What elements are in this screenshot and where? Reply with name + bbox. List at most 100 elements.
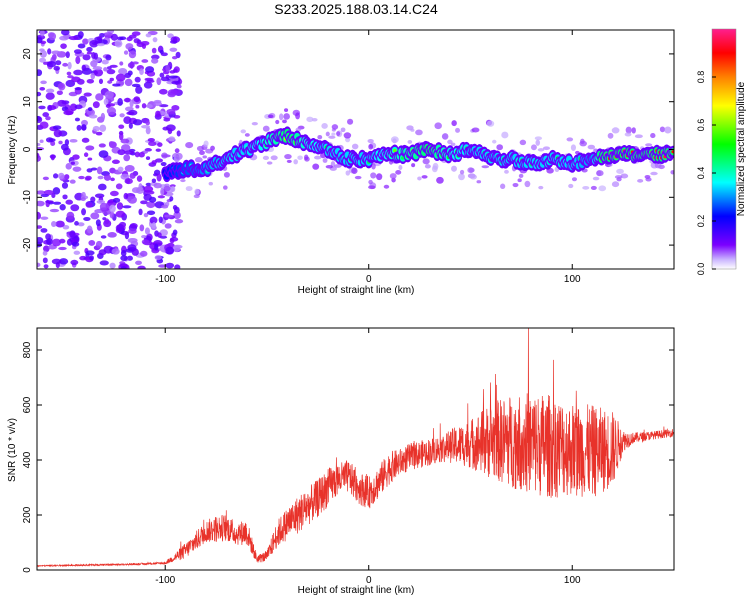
spectrogram-noise-blob	[370, 172, 377, 179]
spectrogram-noise-blob	[147, 138, 156, 142]
spectrogram-noise-blob	[42, 250, 48, 256]
spectrogram-noise-blob	[119, 36, 127, 41]
spectrogram-noise-blob	[74, 104, 83, 110]
spectrogram-noise-blob	[170, 40, 178, 44]
spectrogram-noise-blob	[146, 201, 156, 209]
spectrogram-noise-blob	[106, 107, 117, 116]
spectrogram-noise-blob	[664, 126, 672, 134]
spectrogram-noise-blob	[431, 165, 438, 173]
spectrogram-noise-blob	[468, 167, 475, 173]
spectrogram-noise-blob	[135, 260, 142, 265]
spectrogram-noise-blob	[123, 97, 132, 103]
spectrogram-noise-blob	[48, 138, 56, 142]
colorbar: 0.0 0.2 0.4 0.6 0.8 Normalized spectral ampl…	[696, 28, 747, 275]
spectrogram-noise-blob	[124, 150, 135, 155]
snr-y-label: SNR (10 * v/v)	[7, 418, 18, 482]
spectrogram-noise-blob	[670, 170, 674, 175]
spectrogram-noise-blob	[70, 259, 79, 266]
snr-y-tick-label: 0	[22, 567, 33, 573]
spectrogram-noise-blob	[81, 64, 87, 71]
spectrogram-noise-blob	[455, 127, 461, 133]
spectrogram-noise-blob	[140, 200, 148, 205]
spectrogram-noise-blob	[568, 183, 574, 189]
spectrogram-noise-blob	[126, 111, 135, 116]
spectrogram-noise-blob	[137, 265, 146, 269]
spectrogram-noise-blob	[114, 39, 123, 48]
spectrogram-noise-blob	[70, 204, 80, 212]
spectrogram-noise-blob	[90, 60, 98, 68]
spectrogram-noise-blob	[120, 249, 127, 257]
spectrogram-noise-blob	[37, 190, 46, 195]
spectrogram-noise-blob	[100, 235, 107, 239]
spectrogram-noise-blob	[524, 180, 531, 188]
spectrogram-noise-blob	[51, 50, 61, 55]
spectrogram-noise-blob	[210, 145, 215, 151]
spectrogram-noise-blob	[159, 88, 168, 95]
spectrogram-noise-blob	[496, 144, 504, 151]
spectrogram-noise-blob	[598, 185, 607, 192]
spectrogram-noise-blob	[103, 32, 113, 37]
spectrogram-noise-blob	[129, 172, 136, 179]
spectrogram-noise-blob	[42, 257, 48, 264]
spectrogram-noise-blob	[351, 167, 358, 174]
spectrogram-noise-blob	[155, 148, 162, 152]
spectrogram-noise-blob	[104, 218, 110, 225]
spectrogram-noise-blob	[314, 155, 322, 160]
spectrogram-noise-blob	[116, 202, 124, 210]
spectrogram-noise-blob	[97, 175, 104, 180]
spectrogram-noise-blob	[282, 119, 287, 124]
spectrogram-noise-blob	[407, 139, 413, 144]
spectrogram-noise-blob	[170, 89, 181, 94]
spectrogram-noise-blob	[111, 248, 120, 255]
spectrogram-noise-blob	[169, 237, 175, 244]
spectrogram-noise-blob	[152, 37, 158, 43]
spectrogram-noise-blob	[284, 108, 289, 112]
spectrogram-noise-blob	[169, 47, 178, 52]
spectrogram-noise-blob	[173, 211, 181, 220]
spectrogram-noise-blob	[37, 262, 41, 268]
spectrogram-noise-blob	[151, 222, 157, 229]
spectrogram-noise-blob	[95, 131, 103, 136]
spectrogram-noise-blob	[47, 48, 52, 55]
spectrogram-noise-blob	[128, 228, 137, 235]
colorbar-tick-label: 0.8	[696, 71, 706, 84]
spectrogram-noise-blob	[86, 78, 95, 84]
spectrogram-noise-blob	[128, 122, 133, 129]
spectrogram-noise-blob	[66, 211, 75, 220]
spectrogram-noise-blob	[109, 210, 115, 219]
spectrogram-noise-blob	[203, 140, 209, 147]
spectrogram-noise-blob	[368, 143, 374, 150]
spectrogram-noise-blob	[53, 129, 62, 138]
spectrogram-noise-blob	[109, 204, 116, 213]
spectrogram-noise-blob	[61, 30, 70, 36]
spectrogram-noise-blob	[345, 170, 351, 176]
spectrogram-noise-blob	[110, 33, 118, 41]
spectrogram-noise-blob	[81, 137, 90, 143]
spectrogram-noise-blob	[146, 210, 156, 216]
spectrogram-noise-blob	[56, 90, 63, 96]
spectrogram-noise-blob	[39, 30, 45, 37]
spectrogram-noise-blob	[436, 176, 444, 184]
spectrogram-noise-blob	[93, 68, 104, 77]
spectrogram-noise-blob	[383, 184, 390, 189]
spectrogram-noise-blob	[95, 240, 103, 249]
spectrogram-noise-blob	[85, 202, 93, 208]
spectrogram-noise-blob	[82, 54, 91, 61]
spectrogram-noise-blob	[174, 219, 184, 224]
spectrogram-noise-blob	[73, 69, 83, 76]
spectrogram-x-tick-label: 0	[366, 274, 372, 285]
spectrogram-noise-blob	[106, 69, 116, 75]
spectrogram-noise-blob	[262, 155, 270, 161]
spectrogram-noise-blob	[38, 105, 46, 110]
spectrogram-noise-blob	[293, 159, 298, 165]
spectrogram-noise-blob	[43, 264, 49, 269]
spectrogram-noise-blob	[53, 173, 59, 179]
spectrogram-noise-blob	[145, 33, 152, 38]
spectrogram-noise-blob	[98, 150, 109, 158]
spectrogram-noise-blob	[62, 62, 69, 67]
spectrogram-noise-blob	[174, 264, 181, 269]
spectrogram-noise-blob	[180, 179, 186, 183]
spectrogram-noise-blob	[37, 69, 43, 77]
spectrogram-noise-blob	[77, 222, 85, 227]
spectrogram-noise-blob	[40, 193, 49, 198]
